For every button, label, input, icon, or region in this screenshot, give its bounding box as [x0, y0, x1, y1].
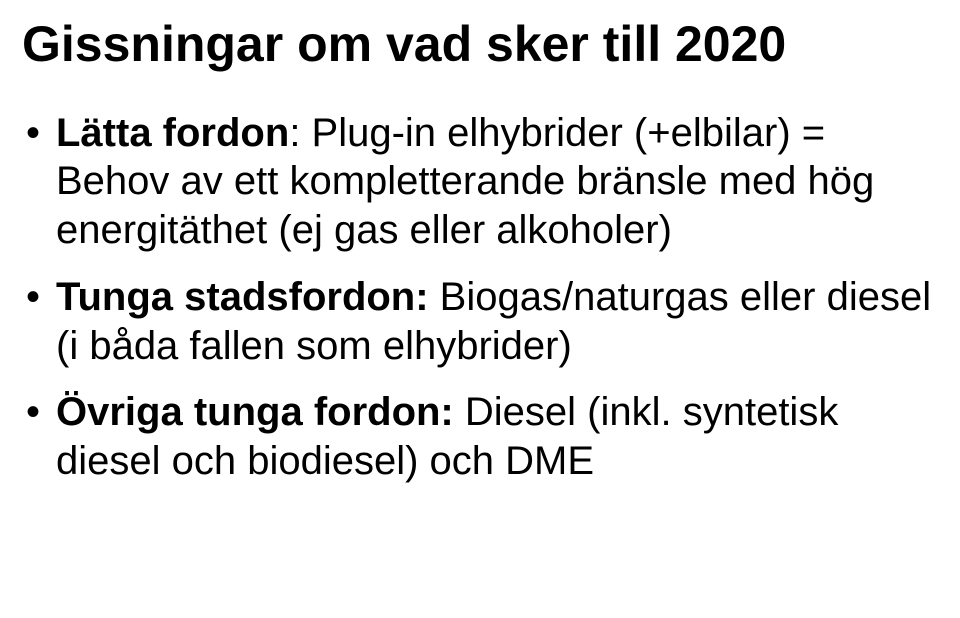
list-item: Lätta fordon: Plug-in elhybrider (+elbil… [22, 109, 938, 255]
list-item: Övriga tunga fordon: Diesel (inkl. synte… [22, 388, 938, 486]
list-item: Tunga stadsfordon: Biogas/naturgas eller… [22, 273, 938, 371]
bullet-lead: Lätta fordon [56, 111, 289, 155]
bullet-list: Lätta fordon: Plug-in elhybrider (+elbil… [22, 109, 938, 487]
slide: Gissningar om vad sker till 2020 Lätta f… [0, 0, 960, 618]
slide-title: Gissningar om vad sker till 2020 [22, 18, 938, 71]
bullet-lead: Övriga tunga fordon: [56, 390, 454, 434]
bullet-lead: Tunga stadsfordon: [56, 275, 429, 319]
